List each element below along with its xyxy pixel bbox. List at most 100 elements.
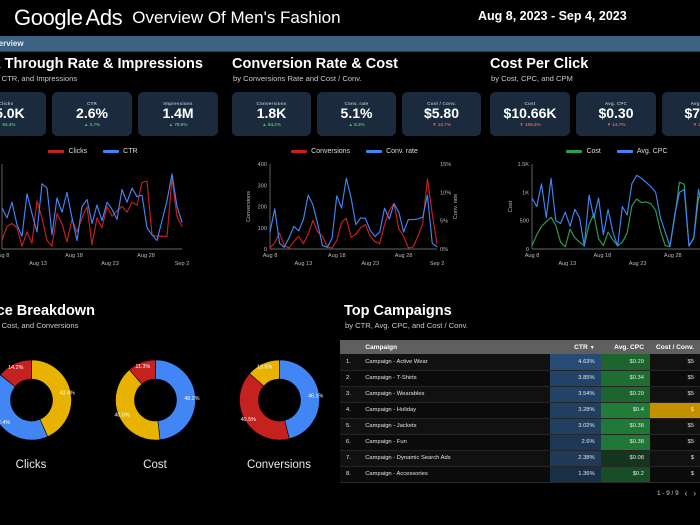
svg-text:0: 0	[526, 247, 529, 253]
campaigns-section-subtitle: by CTR, Avg. CPC, and Cost / Conv.	[345, 321, 468, 330]
svg-text:14.2%: 14.2%	[8, 365, 23, 371]
table-row[interactable]: 8. Campaign - Accessories 1.36% $0.2 $	[340, 466, 700, 483]
cpc-section-title: Cost Per Click	[490, 56, 589, 72]
row-campaign-name[interactable]: Campaign - T-Shirts	[359, 370, 551, 387]
donut-conversions-caption: Conversions	[247, 459, 311, 471]
table-row[interactable]: 1. Campaign - Active Wear 4.63% $0.29 $5	[340, 354, 700, 371]
kpi-impressions-delta: ▲ 78.9%	[168, 121, 188, 127]
row-campaign-name[interactable]: Campaign - Wearables	[359, 386, 551, 403]
row-index: 5.	[340, 418, 360, 435]
row-avg-cpc: $0.4	[600, 402, 650, 419]
row-cost-per-conv: $	[649, 466, 700, 483]
svg-text:42.4%: 42.4%	[0, 420, 10, 426]
kpi-cost[interactable]: Cost $10.66K ▼ 109.4%	[490, 92, 570, 136]
legend-label-clicks: Clicks	[68, 148, 88, 155]
row-campaign-name[interactable]: Campaign - Active Wear	[359, 354, 551, 371]
tab-overview[interactable]: Overview	[0, 39, 24, 48]
row-avg-cpc: $0.29	[600, 354, 650, 371]
table-row[interactable]: 6. Campaign - Fun 2.6% $0.38 $5	[340, 434, 700, 451]
conversion-kpi-row: Conversions 1.8K ▲ 94.2% Conv. rate 5.1%…	[228, 92, 481, 136]
device-section-title: Device Breakdown	[0, 303, 95, 319]
svg-text:Aug 23: Aug 23	[361, 261, 379, 267]
svg-text:300: 300	[258, 183, 267, 189]
svg-text:5%: 5%	[440, 219, 448, 225]
kpi-clicks-value: 35.0K	[0, 105, 25, 122]
kpi-conversions[interactable]: Conversions 1.8K ▲ 94.2%	[232, 92, 311, 136]
table-row[interactable]: 5. Campaign - Jackets 3.02% $0.38 $5	[340, 418, 700, 435]
donut-cost-caption: Cost	[143, 459, 167, 471]
legend-swatch-ctr	[103, 150, 120, 153]
svg-text:48.2%: 48.2%	[184, 396, 199, 402]
row-avg-cpc: $0.38	[600, 434, 650, 451]
table-row[interactable]: 7. Campaign - Dynamic Search Ads 2.38% $0.0…	[340, 450, 700, 467]
legend-label-avg-cpc: Avg. CPC	[636, 148, 668, 155]
kpi-conv-rate[interactable]: Conv. rate 5.1% ▲ 8.3%	[317, 92, 396, 136]
kpi-cost-per-conv[interactable]: Cost / Conv. $5.80 ▼ 10.7%	[402, 92, 481, 136]
svg-text:Sep 2: Sep 2	[430, 261, 445, 267]
svg-text:Aug 23: Aug 23	[629, 261, 647, 267]
svg-text:46.1%: 46.1%	[308, 393, 323, 399]
svg-text:0%: 0%	[440, 247, 448, 253]
row-index: 4.	[340, 402, 360, 419]
col-ctr[interactable]: CTR ▼	[550, 340, 601, 354]
row-campaign-name[interactable]: Campaign - Dynamic Search Ads	[359, 450, 551, 467]
row-campaign-name[interactable]: Campaign - Fun	[359, 434, 551, 451]
row-campaign-name[interactable]: Campaign - Jackets	[359, 418, 551, 435]
col-cost-per-conv[interactable]: Cost / Conv.	[649, 340, 700, 354]
donut-chart-clicks: 43.4% 42.4% 14.2%	[0, 359, 75, 441]
donut-conversions-wrapper[interactable]: 46.1% 40.5% 13.5% Conversions	[220, 350, 338, 471]
svg-text:500: 500	[520, 219, 529, 225]
row-index: 1.	[340, 354, 360, 371]
svg-text:Sep 2: Sep 2	[175, 261, 190, 267]
svg-text:Aug 18: Aug 18	[65, 253, 83, 259]
col-avg-cpc[interactable]: Avg. CPC	[600, 340, 650, 354]
row-cost-per-conv: $5	[649, 370, 700, 387]
svg-text:11.3%: 11.3%	[135, 364, 150, 370]
legend-swatch-clicks	[48, 150, 65, 153]
legend-item-clicks: Clicks	[48, 148, 87, 155]
cpc-section-subtitle: by Cost, CPC, and CPM	[491, 74, 573, 83]
kpi-conv-rate-value: 5.1%	[340, 105, 373, 122]
kpi-conversions-label: Conversions	[256, 101, 287, 107]
row-index: 8.	[340, 466, 360, 483]
row-campaign-name[interactable]: Campaign - Accessories	[359, 466, 551, 483]
chart-conversion-rate[interactable]: 0 100 200 300 400 0% 5% 10% 15% Conversions Conv. …	[228, 158, 481, 273]
table-row[interactable]: 3. Campaign - Wearables 3.54% $0.29 $5	[340, 386, 700, 403]
kpi-impressions[interactable]: Impressions 1.4M ▲ 78.9%	[138, 92, 218, 136]
svg-text:15%: 15%	[440, 162, 451, 168]
kpi-conversions-value: 1.8K	[256, 105, 287, 122]
table-pagination: 1 - 9 / 9 ‹ ›	[340, 489, 700, 498]
row-campaign-name[interactable]: Campaign - Holiday	[359, 402, 551, 419]
col-campaign[interactable]: Campaign	[359, 340, 551, 354]
donut-cost-wrapper[interactable]: 48.2% 40.5% 11.3% Cost	[96, 350, 214, 471]
prev-page-icon[interactable]: ‹	[684, 488, 688, 498]
table-row[interactable]: 4. Campaign - Holiday 3.28% $0.4 $	[340, 402, 700, 419]
panel-top-campaigns: Top Campaigns by CTR, Avg. CPC, and Cost…	[340, 303, 700, 525]
donut-row: 43.4% 42.4% 14.2% Clicks 48.2% 40.5% 11.3% C…	[0, 350, 340, 471]
date-range-selector[interactable]: Aug 8, 2023 - Sep 4, 2023	[478, 9, 627, 23]
row-index: 7.	[340, 450, 360, 467]
kpi-avg-cpm[interactable]: Avg. CPM $7.72 ▼ 22.6%	[662, 92, 700, 136]
table-row[interactable]: 2. Campaign - T-Shirts 3.85% $0.34 $5	[340, 370, 700, 387]
kpi-conversions-delta: ▲ 94.2%	[262, 121, 281, 127]
svg-text:200: 200	[258, 205, 267, 211]
kpi-avg-cpc[interactable]: Avg. CPC $0.30 ▼ 14.7%	[576, 92, 656, 136]
next-page-icon[interactable]: ›	[693, 488, 696, 498]
cpc-kpi-row: Cost $10.66K ▼ 109.4% Avg. CPC $0.30 ▼ 1…	[486, 92, 700, 136]
svg-text:10%: 10%	[440, 190, 451, 196]
svg-text:1K: 1K	[522, 190, 529, 196]
kpi-cost-value: $10.66K	[503, 105, 557, 122]
row-cost-per-conv: $	[649, 450, 700, 467]
brand-google: Google	[14, 5, 83, 30]
svg-text:13.5%: 13.5%	[256, 365, 271, 371]
device-section-subtitle: by Clicks, Cost, and Conversions	[0, 321, 79, 330]
page-title: Overview Of Men's Fashion	[132, 8, 341, 27]
campaigns-section-title: Top Campaigns	[344, 303, 452, 319]
kpi-clicks[interactable]: Clicks 35.0K ▲ 84.4%	[0, 92, 46, 136]
donut-clicks-wrapper[interactable]: 43.4% 42.4% 14.2% Clicks	[0, 350, 90, 471]
kpi-ctr[interactable]: CTR 2.6% ▲ 3.7%	[52, 92, 132, 136]
conversion-section-title: Conversion Rate & Cost	[232, 56, 398, 72]
